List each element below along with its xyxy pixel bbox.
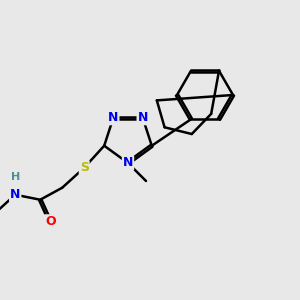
Text: N: N — [137, 111, 148, 124]
Text: N: N — [108, 111, 119, 124]
Text: O: O — [45, 215, 56, 228]
Text: H: H — [11, 172, 20, 182]
Text: N: N — [123, 157, 133, 169]
Text: N: N — [10, 188, 20, 201]
Text: S: S — [80, 161, 89, 174]
